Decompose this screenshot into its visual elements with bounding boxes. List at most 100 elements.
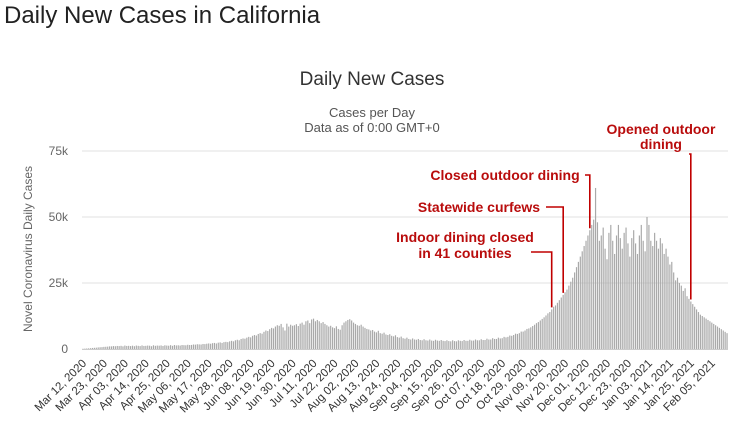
bar bbox=[720, 329, 722, 349]
bar bbox=[575, 267, 578, 349]
bar bbox=[332, 327, 334, 349]
bar bbox=[682, 290, 684, 349]
bar bbox=[686, 296, 688, 349]
bar bbox=[406, 337, 408, 349]
bar bbox=[587, 235, 589, 349]
bar bbox=[524, 330, 526, 349]
bar bbox=[457, 340, 459, 349]
bar bbox=[410, 339, 412, 349]
bar bbox=[558, 300, 560, 349]
bar bbox=[448, 341, 450, 349]
bar bbox=[505, 337, 507, 349]
annotation-leader-line bbox=[546, 206, 564, 293]
bar bbox=[509, 335, 511, 349]
y-axis-ticks: 0 25k 50k 75k bbox=[49, 144, 69, 356]
bar bbox=[417, 338, 419, 349]
bar bbox=[370, 330, 372, 349]
bar bbox=[150, 346, 153, 349]
annotation-label: Indoor dining closed bbox=[396, 229, 534, 245]
bar bbox=[726, 333, 728, 349]
bar bbox=[482, 340, 484, 349]
bar bbox=[636, 253, 639, 349]
bar bbox=[604, 248, 606, 349]
bar bbox=[200, 344, 202, 349]
bar bbox=[596, 222, 599, 349]
bar bbox=[511, 335, 513, 349]
bar bbox=[461, 341, 463, 349]
bar bbox=[231, 340, 233, 349]
bar bbox=[107, 346, 109, 349]
annotation-label: Statewide curfews bbox=[418, 199, 540, 215]
bar bbox=[391, 335, 393, 349]
bar bbox=[675, 280, 677, 349]
bar bbox=[124, 345, 126, 349]
bar bbox=[194, 344, 196, 349]
bar bbox=[574, 272, 576, 349]
bar bbox=[301, 322, 303, 349]
bar bbox=[179, 345, 181, 349]
bar bbox=[139, 346, 141, 349]
bar bbox=[549, 312, 551, 349]
bar bbox=[452, 340, 454, 349]
bar bbox=[290, 324, 292, 349]
bar bbox=[97, 347, 99, 349]
bar bbox=[198, 344, 200, 349]
bar bbox=[118, 346, 120, 349]
bar bbox=[554, 305, 557, 349]
annotation-label: in 41 counties bbox=[418, 245, 512, 261]
bar bbox=[314, 321, 317, 349]
bar bbox=[236, 339, 238, 349]
bar bbox=[343, 322, 345, 349]
bar bbox=[99, 347, 101, 349]
bar bbox=[396, 337, 398, 349]
bar bbox=[695, 309, 698, 349]
bar bbox=[158, 345, 160, 349]
bar bbox=[166, 345, 168, 349]
bar bbox=[190, 344, 193, 349]
bar bbox=[221, 342, 223, 349]
bar bbox=[164, 345, 166, 349]
bar bbox=[89, 348, 92, 349]
bar bbox=[450, 341, 452, 349]
bar bbox=[152, 345, 155, 349]
annotation-leader-line bbox=[585, 174, 591, 229]
bar bbox=[570, 281, 572, 349]
bar bbox=[513, 335, 515, 349]
bar bbox=[311, 319, 313, 349]
bar bbox=[232, 341, 235, 349]
bar bbox=[352, 322, 355, 349]
bar bbox=[638, 235, 640, 349]
bar bbox=[126, 345, 128, 349]
y-tick-label: 75k bbox=[49, 144, 69, 158]
bar bbox=[364, 327, 366, 349]
bar bbox=[394, 335, 397, 349]
bar bbox=[655, 240, 658, 349]
bar bbox=[474, 339, 477, 349]
bar bbox=[533, 324, 536, 349]
bar bbox=[387, 335, 389, 349]
bar bbox=[625, 227, 627, 349]
bar bbox=[122, 346, 124, 349]
bar bbox=[114, 346, 116, 349]
bar bbox=[284, 330, 286, 349]
bar bbox=[261, 333, 263, 349]
bar bbox=[657, 248, 660, 349]
bar bbox=[271, 327, 273, 349]
bar bbox=[272, 328, 275, 349]
bar bbox=[492, 338, 494, 349]
bar bbox=[147, 345, 149, 349]
bar bbox=[297, 326, 299, 349]
bar bbox=[137, 345, 139, 349]
bar bbox=[389, 334, 391, 349]
bar bbox=[499, 338, 501, 349]
chart-subtitle-line-1: Cases per Day bbox=[329, 105, 415, 120]
bar bbox=[568, 285, 570, 349]
bar bbox=[711, 322, 713, 349]
bar bbox=[541, 318, 543, 349]
bar bbox=[120, 345, 122, 349]
bar bbox=[503, 336, 505, 349]
y-axis-label: Novel Coronavirus Daily Cases bbox=[21, 166, 35, 332]
bar bbox=[223, 342, 225, 349]
bar bbox=[634, 243, 637, 349]
